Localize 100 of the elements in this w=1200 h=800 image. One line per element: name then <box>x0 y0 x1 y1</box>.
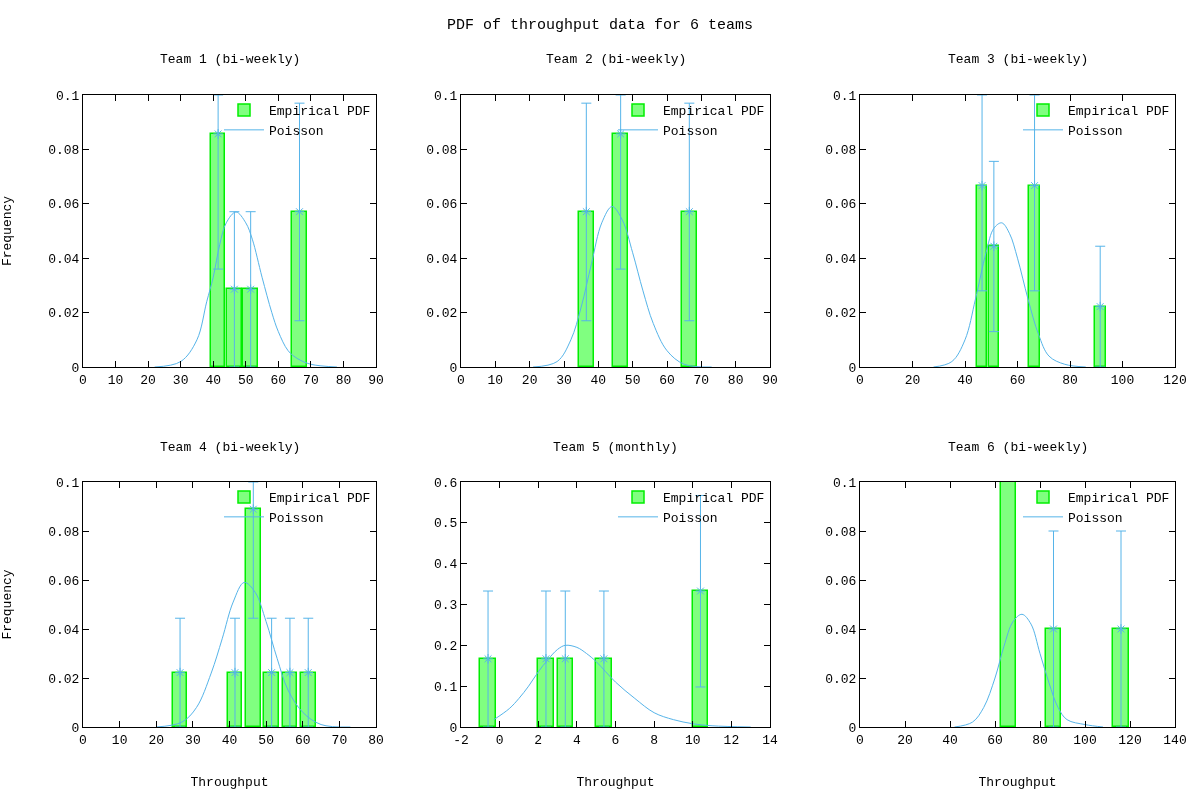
y-tick-label: 0.02 <box>825 671 857 687</box>
x-tick-label: 30 <box>556 372 572 388</box>
x-tick-label: 80 <box>335 372 352 388</box>
x-tick-label: 14 <box>762 732 778 748</box>
legend-label: Empirical PDF <box>1068 491 1170 507</box>
y-tick-label: 0 <box>449 360 458 376</box>
y-tick-label: 0.02 <box>48 671 80 687</box>
point <box>229 283 240 295</box>
y-tick-label: 0.04 <box>825 251 857 267</box>
x-tick-label: 60 <box>270 372 287 388</box>
legend-label: Empirical PDF <box>663 104 765 120</box>
y-tick-label: 0.08 <box>426 142 458 158</box>
x-tick-label: 10 <box>107 372 124 388</box>
x-tick-label: 60 <box>659 372 675 388</box>
y-tick-label: 0.02 <box>825 306 857 322</box>
x-tick-label: 80 <box>727 372 744 388</box>
x-tick-label: 140 <box>1163 732 1187 748</box>
x-tick-label: 60 <box>294 732 311 748</box>
x-tick-label: 60 <box>1009 372 1026 388</box>
bar <box>290 210 307 367</box>
x-tick-label: 0 <box>495 732 504 748</box>
x-tick-label: 2 <box>534 732 543 748</box>
y-tick-label: 0.1 <box>832 88 857 104</box>
x-tick-label: 40 <box>590 372 607 388</box>
point <box>976 180 988 191</box>
x-tick-label: 4 <box>572 732 581 748</box>
x-tick-label: 70 <box>693 372 710 388</box>
x-tick-label: 50 <box>624 372 641 388</box>
x-tick-label: 100 <box>1110 372 1135 388</box>
x-tick-label: 30 <box>185 732 201 748</box>
y-tick-label: 0.08 <box>48 142 80 158</box>
x-tick-label: 70 <box>303 372 319 388</box>
x-tick-label: 20 <box>897 732 913 748</box>
x-tick-label: 50 <box>258 732 274 748</box>
x-tick-label: 70 <box>331 732 348 748</box>
x-tick-label: 120 <box>1118 732 1142 748</box>
x-tick-label: 50 <box>237 372 254 388</box>
y-tick-label: 0.1 <box>433 88 458 104</box>
legend-label: Poisson <box>663 123 718 139</box>
x-tick-label: 80 <box>1032 732 1048 748</box>
x-tick-label: 40 <box>942 732 958 748</box>
x-tick-label: 60 <box>987 732 1003 748</box>
y-tick-label: 0 <box>848 720 857 736</box>
x-tick-label: 10 <box>684 732 701 748</box>
legend-label: Poisson <box>269 510 324 526</box>
y-tick-label: 0.2 <box>433 638 458 654</box>
chart-title: Team 1 (bi-weekly) <box>160 52 301 67</box>
x-tick-label: 12 <box>723 732 740 748</box>
x-tick-label: 20 <box>521 372 538 388</box>
legend-label: Poisson <box>1068 510 1123 526</box>
y-tick-label: 0.04 <box>48 622 80 638</box>
chart-title: Team 5 (monthly) <box>553 440 678 455</box>
x-tick-label: 80 <box>1062 372 1078 388</box>
x-tick-label: 40 <box>957 372 973 388</box>
x-axis-title: Throughput <box>576 775 655 791</box>
point <box>245 283 256 295</box>
y-tick-label: 0.06 <box>48 197 80 213</box>
y-tick-label: 0 <box>71 720 80 736</box>
y-tick-label: 0.04 <box>48 251 80 267</box>
point <box>988 240 1000 252</box>
x-tick-label: 10 <box>111 732 128 748</box>
y-tick-label: 0 <box>71 360 80 376</box>
y-tick-label: 0.1 <box>55 475 80 491</box>
legend-label: Empirical PDF <box>269 491 371 507</box>
y-tick-label: 0.06 <box>825 573 857 589</box>
legend-label: Empirical PDF <box>1068 104 1170 120</box>
x-tick-label: 20 <box>140 372 156 388</box>
y-tick-label: 0.08 <box>825 524 857 540</box>
y-tick-label: 0.1 <box>55 88 80 104</box>
y-tick-label: 0.08 <box>48 524 80 540</box>
x-axis-title: Throughput <box>190 775 269 791</box>
point <box>1094 301 1106 312</box>
y-axis-title: Frequency <box>0 569 15 640</box>
point <box>212 128 224 140</box>
y-tick-label: 0.1 <box>433 679 458 695</box>
x-tick-label: 20 <box>904 372 921 388</box>
y-tick-label: 0.02 <box>48 306 80 322</box>
y-tick-label: 0.06 <box>426 197 458 213</box>
x-tick-label: 100 <box>1073 732 1097 748</box>
chart-title: Team 4 (bi-weekly) <box>160 440 301 455</box>
x-tick-label: 120 <box>1163 372 1187 388</box>
y-axis-title: Frequency <box>0 195 15 267</box>
y-tick-label: 0 <box>848 360 857 376</box>
x-tick-label: 6 <box>611 732 620 748</box>
y-tick-label: 0.06 <box>48 573 80 589</box>
y-tick-label: 0.08 <box>825 142 857 158</box>
y-tick-label: 0.4 <box>433 557 458 573</box>
x-tick-label: 10 <box>487 372 504 388</box>
y-tick-label: 0.04 <box>825 622 857 638</box>
chart-title: Team 2 (bi-weekly) <box>546 52 687 67</box>
x-axis-title: Throughput <box>978 775 1057 791</box>
y-tick-label: 0.5 <box>433 516 458 532</box>
x-tick-label: 20 <box>148 732 165 748</box>
chart-title: Team 6 (bi-weekly) <box>948 440 1089 455</box>
x-tick-label: 30 <box>172 372 189 388</box>
x-tick-label: 40 <box>205 372 222 388</box>
x-tick-label: 8 <box>650 732 659 748</box>
x-tick-label: 80 <box>368 732 384 748</box>
y-tick-label: 0.02 <box>426 306 458 322</box>
x-tick-label: 40 <box>221 732 238 748</box>
